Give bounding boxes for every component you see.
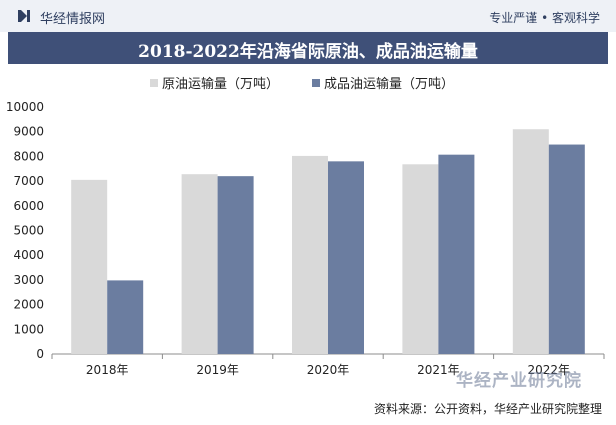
legend-label-refined-oil: 成品油运输量（万吨） (324, 76, 454, 92)
x-tick-label: 2021年 (417, 363, 460, 377)
y-tick-label: 2000 (13, 298, 44, 312)
y-tick-label: 7000 (13, 174, 44, 188)
logo-icon (18, 10, 30, 22)
bar-crude-oil (402, 164, 439, 354)
y-tick-label: 8000 (13, 149, 44, 163)
brand-name: 华经情报网 (40, 12, 106, 27)
header-bar: 华经情报网 专业严谨 • 客观科学 (0, 0, 616, 32)
y-tick-label: 1000 (13, 322, 44, 336)
slogan: 专业严谨 • 客观科学 (489, 11, 600, 25)
y-tick-label: 3000 (13, 273, 44, 287)
source-note: 资料来源：公开资料，华经产业研究院整理 (373, 402, 602, 416)
bar-refined-oil (217, 176, 254, 354)
bar-refined-oil (548, 144, 585, 354)
y-tick-label: 10000 (6, 100, 44, 114)
x-tick-label: 2019年 (196, 363, 239, 377)
x-tick-label: 2020年 (307, 363, 350, 377)
bar-crude-oil (512, 129, 549, 354)
bar-refined-oil (328, 161, 364, 354)
legend-label-crude-oil: 原油运输量（万吨） (162, 76, 279, 92)
x-tick-label: 2018年 (86, 363, 129, 377)
x-tick-label: 2022年 (528, 363, 571, 377)
chart-title: 2018-2022年沿海省际原油、成品油运输量 (138, 42, 478, 62)
title-bar: 2018-2022年沿海省际原油、成品油运输量 (8, 32, 608, 64)
legend-swatch-crude-oil (150, 79, 158, 87)
bar-refined-oil (438, 154, 475, 354)
y-tick-label: 6000 (13, 199, 44, 213)
watermark-text: 华经产业研究院 (456, 371, 582, 391)
bar-crude-oil (292, 155, 328, 354)
bar-crude-oil (71, 179, 108, 354)
bar-refined-oil (107, 280, 144, 354)
legend-swatch-refined-oil (312, 79, 320, 87)
y-tick-label: 5000 (13, 224, 44, 238)
y-tick-label: 9000 (13, 125, 44, 139)
y-tick-label: 0 (36, 347, 44, 361)
y-tick-label: 4000 (13, 248, 44, 262)
bar-crude-oil (181, 174, 218, 354)
